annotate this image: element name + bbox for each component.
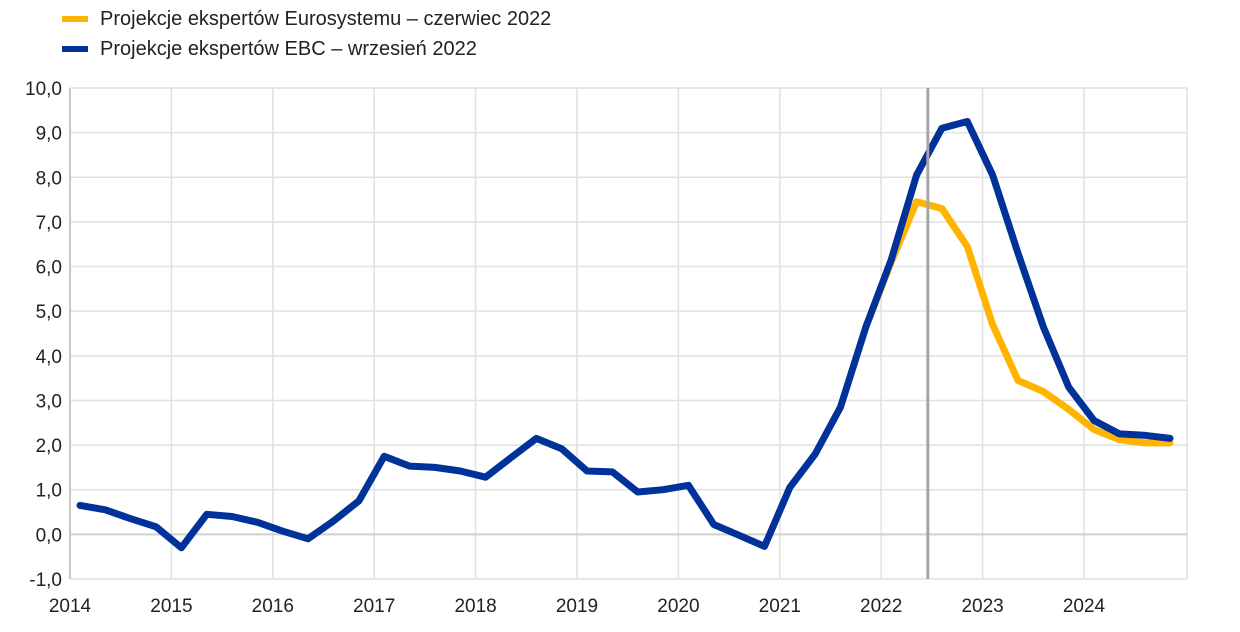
y-tick-label: -1,0: [29, 570, 62, 591]
legend-item-june-2022: Projekcje ekspertów Eurosystemu – czerwi…: [62, 4, 551, 34]
y-tick-label: 4,0: [36, 347, 62, 368]
x-tick-label: 2016: [252, 596, 294, 617]
y-tick-label: 5,0: [36, 302, 62, 323]
x-tick-label: 2023: [961, 596, 1003, 617]
legend-swatch-blue: [62, 46, 88, 52]
series-line-1: [76, 118, 1174, 552]
y-tick-label: 10,0: [25, 79, 62, 100]
y-tick-label: 7,0: [36, 213, 62, 234]
legend-swatch-yellow: [62, 16, 88, 22]
x-tick-label: 2017: [353, 596, 395, 617]
y-tick-label: 0,0: [36, 525, 62, 546]
y-tick-label: 2,0: [36, 436, 62, 457]
y-tick-label: 3,0: [36, 391, 62, 412]
x-tick-label: 2024: [1063, 596, 1106, 617]
y-tick-label: 8,0: [36, 168, 62, 189]
legend: Projekcje ekspertów Eurosystemu – czerwi…: [62, 4, 551, 64]
x-tick-label: 2022: [860, 596, 902, 617]
legend-label: Projekcje ekspertów EBC – wrzesień 2022: [100, 37, 477, 60]
x-tick-label: 2014: [49, 596, 92, 617]
x-tick-label: 2015: [150, 596, 192, 617]
x-tick-label: 2021: [759, 596, 801, 617]
y-tick-label: 1,0: [36, 481, 62, 502]
y-tick-label: 9,0: [36, 124, 62, 145]
series-line-0: [862, 198, 1174, 447]
legend-label: Projekcje ekspertów Eurosystemu – czerwi…: [100, 7, 552, 30]
x-tick-label: 2020: [657, 596, 699, 617]
y-tick-label: 6,0: [36, 258, 62, 279]
x-tick-label: 2019: [556, 596, 598, 617]
legend-item-september-2022: Projekcje ekspertów EBC – wrzesień 2022: [62, 34, 551, 64]
x-tick-label: 2018: [454, 596, 496, 617]
